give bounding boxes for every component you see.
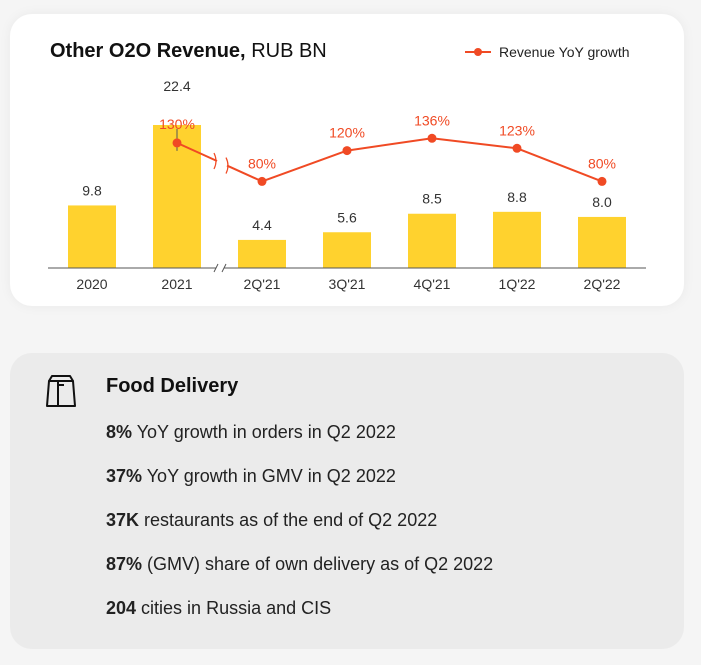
item-highlight: 37K	[106, 510, 140, 530]
growth-line-segment	[516, 147, 603, 183]
growth-line-segment	[176, 141, 218, 162]
growth-label: 136%	[414, 112, 450, 128]
data-label: 9.8	[82, 182, 102, 198]
revenue-chart: 2020 2021 2Q'21 3Q'21 4Q'21 1Q'22 2Q'22 9.8 22.4…	[48, 78, 646, 292]
tick-label: 3Q'21	[329, 276, 366, 292]
food-delivery-item: 204 cities in Russia and CIS	[106, 597, 493, 641]
growth-line-segment	[261, 149, 348, 183]
growth-point	[342, 146, 352, 156]
growth-point	[597, 176, 607, 186]
bar-6	[578, 216, 626, 268]
food-delivery-item: 37% YoY growth in GMV in Q2 2022	[106, 465, 493, 509]
growth-label: 80%	[588, 155, 616, 171]
bar-4	[408, 213, 456, 268]
data-label: 4.4	[252, 217, 272, 233]
item-highlight: 8%	[106, 422, 133, 442]
food-delivery-item: 37K restaurants as of the end of Q2 2022	[106, 509, 493, 553]
data-label: 22.4	[163, 78, 190, 94]
tick-label: 2Q'21	[244, 276, 281, 292]
growth-point	[512, 143, 522, 153]
food-delivery-title: Food Delivery	[106, 375, 239, 397]
axis-break-mark	[221, 263, 227, 273]
data-label: 8.0	[592, 194, 612, 210]
chart-title-bold: Other O2O Revenue,	[50, 40, 246, 62]
tick-label: 2020	[76, 276, 107, 292]
food-delivery-list: 8% YoY growth in orders in Q2 2022 37% Yo…	[106, 421, 493, 641]
growth-line-segment	[226, 164, 263, 183]
chart-title-unit: RUB BN	[251, 40, 327, 62]
line-break-mark	[225, 157, 229, 174]
item-text: YoY growth in GMV in Q2 2022	[142, 466, 396, 486]
food-delivery-item: 8% YoY growth in orders in Q2 2022	[106, 421, 493, 465]
bar-3	[323, 232, 371, 268]
tick-label: 2Q'22	[584, 276, 621, 292]
chart-card: Other O2O Revenue, RUB BN Revenue YoY gr…	[10, 14, 684, 306]
item-text: cities in Russia and CIS	[136, 598, 332, 618]
item-text: restaurants as of the end of Q2 2022	[139, 510, 438, 530]
bar-5	[493, 211, 541, 268]
data-label: 8.8	[507, 189, 527, 205]
growth-point	[257, 176, 267, 186]
tick-label: 4Q'21	[414, 276, 451, 292]
axis-break-gap	[216, 264, 224, 272]
bag-icon	[46, 375, 76, 407]
tick-label: 1Q'22	[499, 276, 536, 292]
bar-2	[238, 239, 286, 268]
legend-line-marker	[465, 48, 491, 56]
data-label: 5.6	[337, 209, 357, 225]
growth-label: 120%	[329, 125, 365, 141]
growth-line-segment	[346, 137, 433, 152]
item-highlight: 204	[106, 598, 137, 618]
item-highlight: 87%	[106, 554, 143, 574]
growth-label: 130%	[159, 116, 195, 132]
food-delivery-card: Food Delivery 8% YoY growth in orders in…	[10, 353, 684, 649]
axis-break-mark	[213, 263, 219, 273]
chart-legend: Revenue YoY growth	[465, 44, 630, 60]
chart-title: Other O2O Revenue, RUB BN	[50, 40, 327, 63]
food-delivery-item: 87% (GMV) share of own delivery as of Q2…	[106, 553, 493, 597]
legend-label: Revenue YoY growth	[499, 44, 630, 60]
growth-point	[427, 133, 437, 143]
item-text: YoY growth in orders in Q2 2022	[132, 422, 396, 442]
growth-label: 123%	[499, 122, 535, 138]
growth-point	[172, 138, 182, 148]
line-break-mark	[213, 152, 217, 170]
tick-label: 2021	[161, 276, 192, 292]
growth-label: 80%	[248, 155, 276, 171]
item-highlight: 37%	[106, 466, 143, 486]
bar-0	[68, 205, 116, 268]
growth-line-segment	[431, 137, 518, 150]
data-label: 8.5	[422, 191, 442, 207]
item-text: (GMV) share of own delivery as of Q2 202…	[142, 554, 494, 574]
